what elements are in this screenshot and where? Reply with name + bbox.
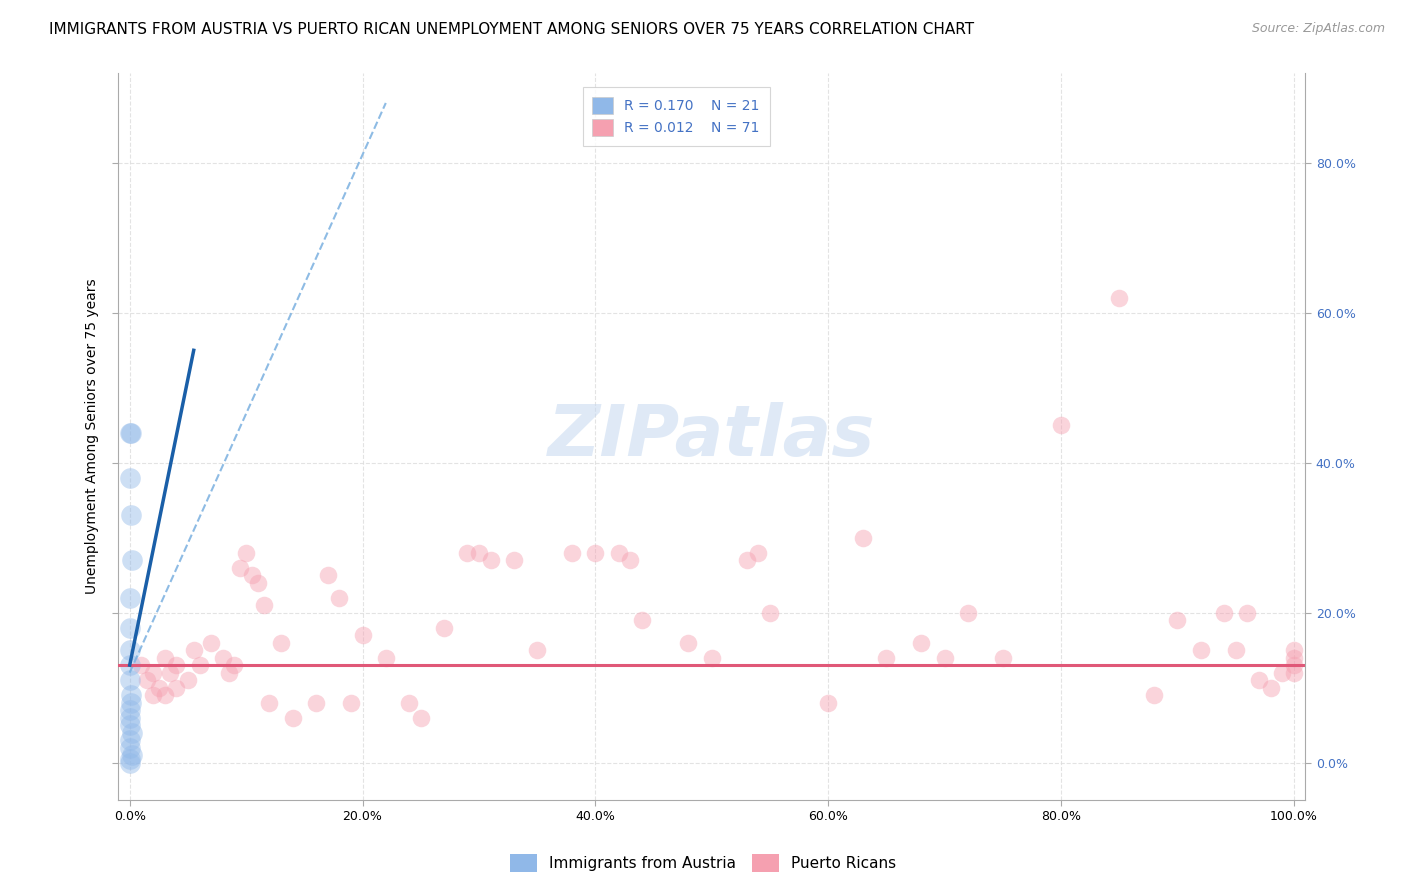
Point	[1282, 665, 1305, 680]
Point	[120, 688, 142, 702]
Point	[398, 696, 420, 710]
Point	[177, 673, 200, 687]
Point	[235, 546, 257, 560]
Point	[118, 425, 141, 440]
Point	[817, 696, 839, 710]
Point	[409, 710, 432, 724]
Point	[956, 606, 979, 620]
Point	[118, 710, 141, 724]
Point	[1282, 650, 1305, 665]
Point	[120, 508, 142, 523]
Point	[1260, 681, 1282, 695]
Point	[118, 658, 141, 673]
Point	[188, 658, 211, 673]
Point	[118, 643, 141, 657]
Point	[1108, 291, 1130, 305]
Point	[270, 635, 292, 649]
Point	[224, 658, 246, 673]
Point	[759, 606, 782, 620]
Point	[218, 665, 240, 680]
Point	[121, 725, 143, 739]
Point	[1247, 673, 1270, 687]
Point	[131, 658, 153, 673]
Point	[468, 546, 491, 560]
Point	[456, 546, 478, 560]
Point	[252, 598, 274, 612]
Point	[328, 591, 350, 605]
Point	[1143, 688, 1166, 702]
Point	[340, 696, 363, 710]
Legend: R = 0.170    N = 21, R = 0.012    N = 71: R = 0.170 N = 21, R = 0.012 N = 71	[582, 87, 769, 146]
Point	[1282, 643, 1305, 657]
Point	[910, 635, 932, 649]
Point	[142, 688, 165, 702]
Point	[875, 650, 897, 665]
Point	[1213, 606, 1236, 620]
Y-axis label: Unemployment Among Seniors over 75 years: Unemployment Among Seniors over 75 years	[86, 278, 100, 594]
Point	[120, 425, 142, 440]
Point	[352, 628, 374, 642]
Point	[153, 688, 176, 702]
Point	[159, 665, 181, 680]
Legend: Immigrants from Austria, Puerto Ricans: Immigrants from Austria, Puerto Ricans	[502, 846, 904, 880]
Point	[852, 531, 875, 545]
Point	[1282, 658, 1305, 673]
Point	[747, 546, 769, 560]
Point	[118, 673, 141, 687]
Point	[700, 650, 723, 665]
Point	[142, 665, 165, 680]
Point	[561, 546, 583, 560]
Point	[165, 681, 187, 695]
Point	[1236, 606, 1258, 620]
Point	[118, 733, 141, 747]
Point	[118, 591, 141, 605]
Point	[1166, 613, 1188, 627]
Point	[433, 621, 456, 635]
Point	[118, 752, 141, 766]
Point	[118, 621, 141, 635]
Point	[479, 553, 502, 567]
Text: Source: ZipAtlas.com: Source: ZipAtlas.com	[1251, 22, 1385, 36]
Point	[374, 650, 396, 665]
Text: IMMIGRANTS FROM AUSTRIA VS PUERTO RICAN UNEMPLOYMENT AMONG SENIORS OVER 75 YEARS: IMMIGRANTS FROM AUSTRIA VS PUERTO RICAN …	[49, 22, 974, 37]
Point	[121, 553, 143, 567]
Point	[678, 635, 700, 649]
Point	[619, 553, 641, 567]
Point	[229, 560, 252, 574]
Point	[991, 650, 1014, 665]
Point	[118, 718, 141, 732]
Point	[118, 471, 141, 485]
Point	[200, 635, 222, 649]
Point	[583, 546, 606, 560]
Point	[1189, 643, 1212, 657]
Text: ZIPatlas: ZIPatlas	[548, 402, 876, 471]
Point	[259, 696, 281, 710]
Point	[316, 568, 339, 582]
Point	[607, 546, 630, 560]
Point	[118, 703, 141, 717]
Point	[1271, 665, 1294, 680]
Point	[305, 696, 328, 710]
Point	[165, 658, 187, 673]
Point	[502, 553, 524, 567]
Point	[934, 650, 956, 665]
Point	[281, 710, 304, 724]
Point	[1050, 418, 1073, 433]
Point	[631, 613, 654, 627]
Point	[121, 748, 143, 763]
Point	[136, 673, 159, 687]
Point	[735, 553, 758, 567]
Point	[1225, 643, 1247, 657]
Point	[526, 643, 548, 657]
Point	[153, 650, 176, 665]
Point	[118, 740, 141, 755]
Point	[120, 696, 142, 710]
Point	[211, 650, 233, 665]
Point	[246, 575, 269, 590]
Point	[183, 643, 205, 657]
Point	[148, 681, 170, 695]
Point	[240, 568, 263, 582]
Point	[120, 756, 142, 770]
